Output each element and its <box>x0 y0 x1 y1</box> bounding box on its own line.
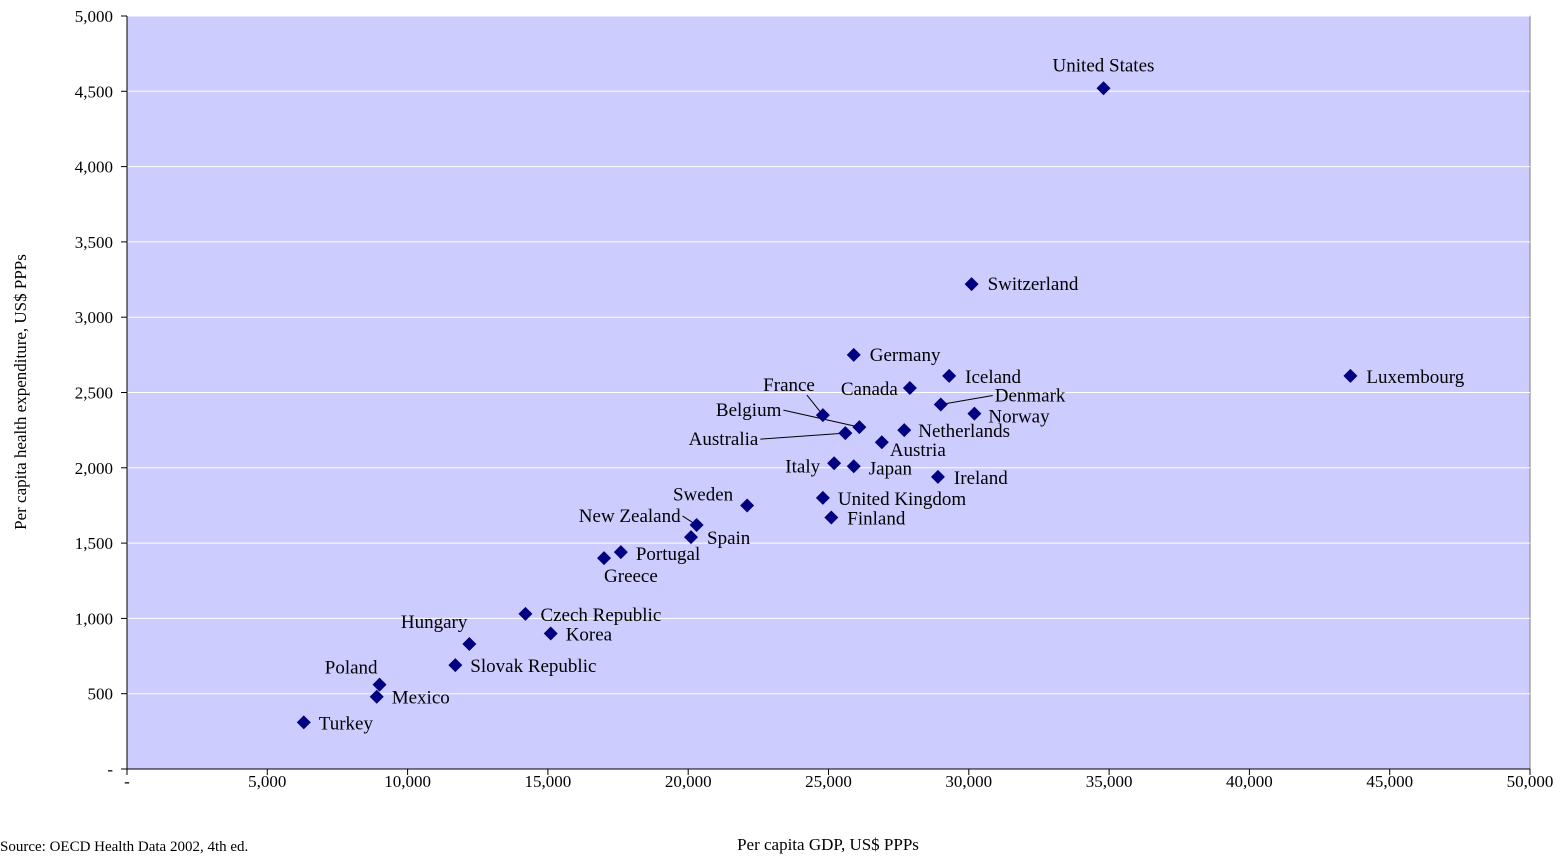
point-label: Switzerland <box>988 274 1079 295</box>
data-point <box>933 397 948 412</box>
leader-line <box>940 395 993 406</box>
y-tick-label: 4,500 <box>75 82 113 101</box>
data-point <box>967 406 982 421</box>
y-tick-label: 1,500 <box>75 534 113 553</box>
data-point <box>448 658 463 673</box>
point-label: Hungary <box>401 612 468 633</box>
point-label: United Kingdom <box>838 489 966 510</box>
x-tick-label: 20,000 <box>665 772 712 791</box>
point-label: France <box>763 375 815 396</box>
data-point <box>852 420 867 435</box>
y-tick-label: 2,000 <box>75 459 113 478</box>
y-tick-label: 5,000 <box>75 7 113 26</box>
point-label: Korea <box>566 624 613 645</box>
y-axis-title: Per capita health expenditure, US$ PPPs <box>11 254 30 530</box>
data-point <box>740 498 755 513</box>
data-point <box>543 626 558 641</box>
x-tick-label: 10,000 <box>384 772 431 791</box>
y-tick-label: 4,000 <box>75 158 113 177</box>
y-tick-label: 2,500 <box>75 384 113 403</box>
data-point <box>902 380 917 395</box>
point-label: Spain <box>707 528 751 549</box>
data-point <box>964 277 979 292</box>
leader-line <box>760 432 846 440</box>
y-tick-label: 1,000 <box>75 609 113 628</box>
point-label: Norway <box>988 407 1050 428</box>
x-tick-label: 5,000 <box>248 772 286 791</box>
point-label: Japan <box>869 458 913 479</box>
data-point <box>930 469 945 484</box>
point-label: Netherlands <box>918 421 1010 442</box>
point-label: Portugal <box>636 544 700 565</box>
point-label: Austria <box>890 440 947 461</box>
point-label: Canada <box>841 379 899 400</box>
point-labels: United States Switzerland Luxembourg German… <box>319 55 1465 734</box>
data-point <box>296 715 311 730</box>
data-point <box>1343 368 1358 383</box>
x-tick-label: 30,000 <box>945 772 992 791</box>
point-label: Ireland <box>954 468 1008 489</box>
data-points <box>296 81 1358 730</box>
data-point <box>518 606 533 621</box>
data-point <box>942 368 957 383</box>
y-tick-label: 3,000 <box>75 308 113 327</box>
source-note: Source: OECD Health Data 2002, 4th ed. <box>0 839 249 855</box>
data-point <box>372 677 387 692</box>
x-tick-label: 15,000 <box>525 772 572 791</box>
y-tick-label: 500 <box>88 685 114 704</box>
point-label: United States <box>1053 55 1155 76</box>
point-label: Germany <box>870 345 941 366</box>
x-tick-label: 40,000 <box>1226 772 1273 791</box>
y-tick-label: 3,500 <box>75 233 113 252</box>
point-label: Poland <box>325 658 378 679</box>
data-point <box>462 637 477 652</box>
data-point <box>815 408 830 423</box>
data-point <box>838 426 853 441</box>
data-point <box>846 459 861 474</box>
x-tick-label: 25,000 <box>805 772 852 791</box>
data-point <box>369 689 384 704</box>
data-point <box>689 518 704 533</box>
point-label: Luxembourg <box>1366 367 1464 388</box>
point-label: Sweden <box>673 484 734 505</box>
point-label: Finland <box>847 508 906 529</box>
data-point <box>613 545 628 560</box>
x-tick-label: - <box>124 772 130 791</box>
axes: - 500 1,000 1,500 2,000 2,500 3,000 3,500 4,000 4… <box>75 7 1554 791</box>
gridlines <box>127 15 1530 695</box>
data-point <box>815 490 830 505</box>
point-label: Belgium <box>716 400 782 421</box>
data-point <box>597 551 612 566</box>
x-tick-label: 35,000 <box>1086 772 1133 791</box>
point-label: Slovak Republic <box>470 656 596 677</box>
point-label: Greece <box>604 566 658 587</box>
data-point <box>1096 81 1111 96</box>
point-label: Denmark <box>995 386 1066 407</box>
point-label: Iceland <box>965 367 1021 388</box>
data-point <box>897 423 912 438</box>
point-label: New Zealand <box>579 506 681 527</box>
data-point <box>824 510 839 525</box>
point-label: Italy <box>785 456 820 477</box>
x-axis-title: Per capita GDP, US$ PPPs <box>737 835 919 854</box>
data-point <box>684 530 699 545</box>
data-point <box>846 347 861 362</box>
y-tick-label: - <box>107 760 113 779</box>
point-label: Turkey <box>319 713 374 734</box>
point-label: Mexico <box>392 688 450 709</box>
data-point <box>827 456 842 471</box>
x-tick-label: 50,000 <box>1507 772 1554 791</box>
point-label: Czech Republic <box>540 605 661 626</box>
x-tick-label: 45,000 <box>1366 772 1413 791</box>
point-label: Australia <box>689 429 759 450</box>
data-point <box>874 435 889 450</box>
